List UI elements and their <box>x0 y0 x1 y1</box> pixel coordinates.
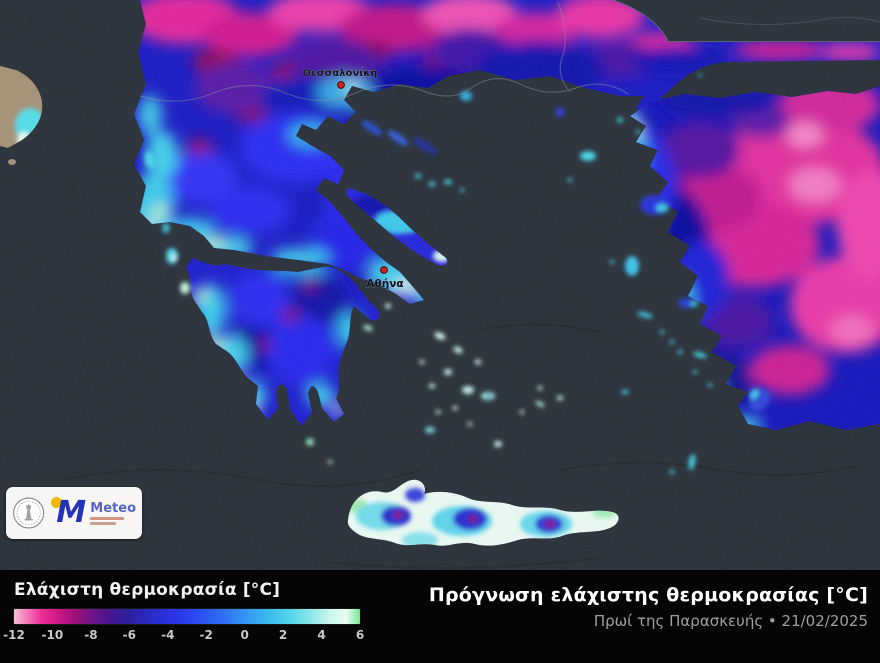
legend-colorbar <box>14 609 360 624</box>
meteo-wordmark: Meteo <box>90 500 136 516</box>
meteo-tagline-line <box>90 521 117 525</box>
legend-tick: 4 <box>317 628 326 642</box>
meteo-tagline-line <box>90 516 125 520</box>
city-label-athens: Αθήνα <box>366 278 403 290</box>
legend-tick: -2 <box>199 628 213 642</box>
legend-title: Ελάχιστη θερμοκρασία [°C] <box>14 580 281 600</box>
temperature-map: Θεσσαλονίκη Αθήνα <box>0 0 880 570</box>
legend-tick: 0 <box>240 628 249 642</box>
footer-bar: Ελάχιστη θερμοκρασία [°C] -12 -10 -8 -6 … <box>0 570 880 663</box>
legend-tick: -8 <box>84 628 98 642</box>
legend-tick: 6 <box>355 628 365 642</box>
meteo-sun-dot-icon <box>51 497 63 508</box>
legend-tick: -12 <box>3 628 25 642</box>
legend-tick: -10 <box>41 628 64 642</box>
forecast-title: Πρόγνωση ελάχιστης θερμοκρασίας [°C] <box>428 584 868 606</box>
meteo-m-icon: M <box>51 495 86 530</box>
legend-tick: 2 <box>278 628 288 642</box>
legend-ticks: -12 -10 -8 -6 -4 -2 0 2 4 6 <box>3 628 364 644</box>
map-texture <box>0 0 880 570</box>
city-label-thessaloniki: Θεσσαλονίκη <box>303 67 378 79</box>
legend-tick: -6 <box>122 628 136 642</box>
legend-tick: -4 <box>161 628 175 642</box>
meteo-m-letter: M <box>56 495 86 530</box>
observatory-seal-icon <box>13 497 45 529</box>
attribution-box: M Meteo <box>6 487 142 539</box>
meteo-logo: M Meteo <box>51 496 136 530</box>
forecast-caption: Πρόγνωση ελάχιστης θερμοκρασίας [°C] Πρω… <box>429 584 868 630</box>
forecast-date: Πρωί της Παρασκευής • 21/02/2025 <box>593 612 868 630</box>
city-marker-athens: Αθήνα <box>366 266 404 290</box>
legend: Ελάχιστη θερμοκρασία [°C] -12 -10 -8 -6 … <box>3 580 374 644</box>
city-marker-thessaloniki: Θεσσαλονίκη <box>302 67 378 89</box>
